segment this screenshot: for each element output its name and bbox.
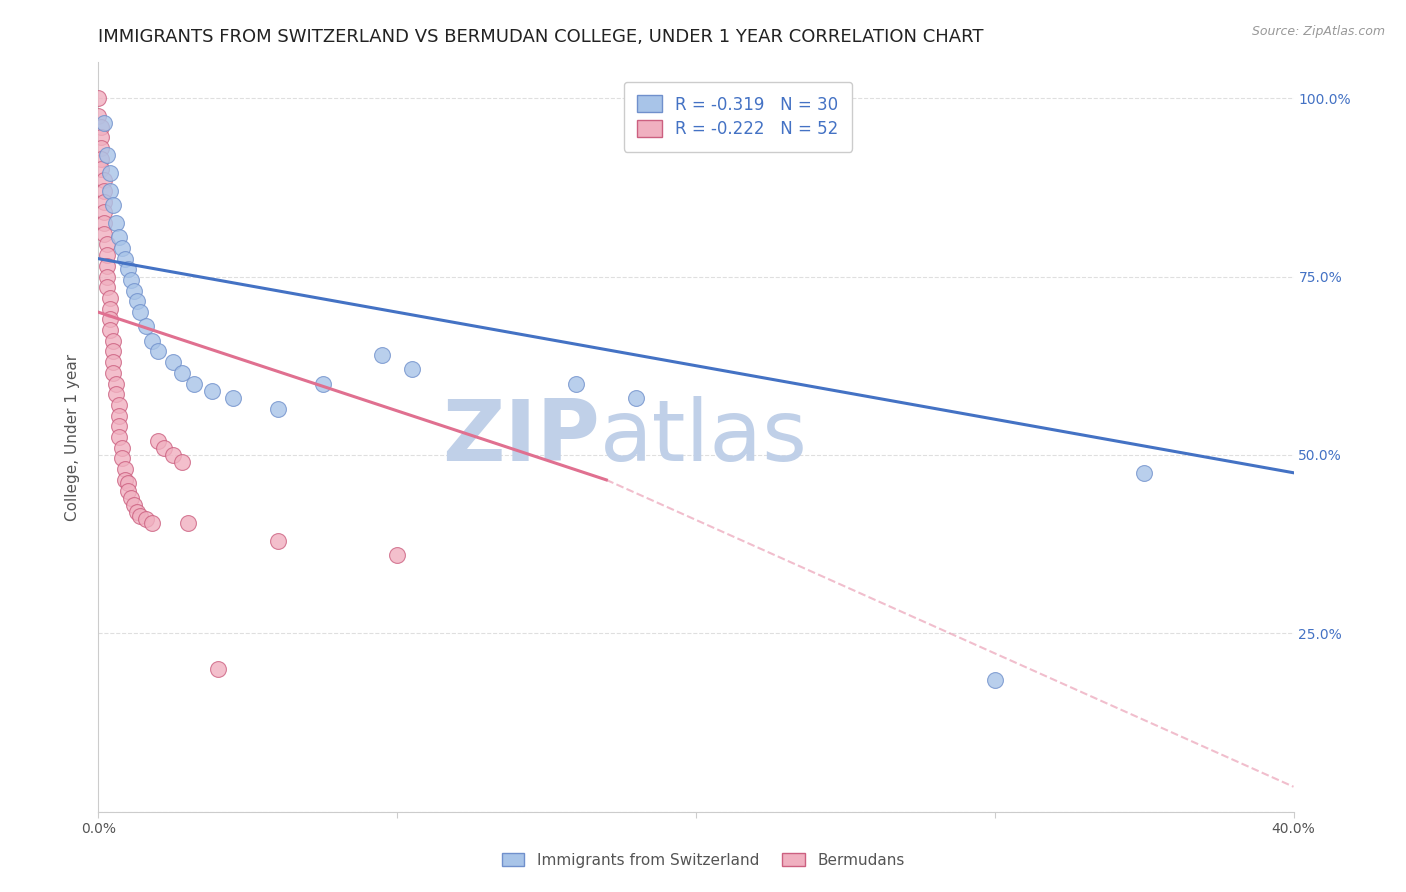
Legend: R = -0.319   N = 30, R = -0.222   N = 52: R = -0.319 N = 30, R = -0.222 N = 52: [624, 82, 852, 152]
Point: [401, 362, 423, 376]
Point: [98, 291, 122, 305]
Point: [103, 198, 125, 212]
Point: [141, 516, 163, 530]
Point: [96, 259, 118, 273]
Point: [129, 305, 152, 319]
Point: [103, 366, 125, 380]
Point: [93, 116, 115, 130]
Point: [135, 512, 157, 526]
Text: Source: ZipAtlas.com: Source: ZipAtlas.com: [1251, 25, 1385, 38]
Point: [148, 434, 170, 448]
Point: [135, 319, 157, 334]
Point: [103, 344, 125, 359]
Point: [98, 301, 122, 316]
Point: [108, 230, 131, 244]
Point: [1133, 466, 1156, 480]
Point: [98, 323, 122, 337]
Point: [267, 401, 290, 416]
Point: [96, 148, 118, 162]
Point: [267, 533, 290, 548]
Point: [98, 184, 122, 198]
Point: [114, 473, 136, 487]
Point: [984, 673, 1007, 687]
Point: [162, 448, 184, 462]
Point: [111, 451, 134, 466]
Point: [177, 516, 200, 530]
Point: [127, 505, 149, 519]
Point: [124, 284, 146, 298]
Point: [111, 241, 134, 255]
Point: [93, 205, 115, 219]
Point: [129, 508, 152, 523]
Text: IMMIGRANTS FROM SWITZERLAND VS BERMUDAN COLLEGE, UNDER 1 YEAR CORRELATION CHART: IMMIGRANTS FROM SWITZERLAND VS BERMUDAN …: [98, 28, 984, 45]
Point: [98, 312, 122, 326]
Point: [222, 391, 245, 405]
Point: [96, 237, 118, 252]
Point: [127, 294, 149, 309]
Point: [105, 216, 128, 230]
Point: [114, 252, 136, 266]
Legend: Immigrants from Switzerland, Bermudans: Immigrants from Switzerland, Bermudans: [494, 845, 912, 875]
Y-axis label: College, Under 1 year: College, Under 1 year: [65, 353, 80, 521]
Point: [172, 366, 194, 380]
Point: [141, 334, 163, 348]
Point: [105, 387, 128, 401]
Point: [103, 355, 125, 369]
Point: [117, 262, 139, 277]
Point: [90, 120, 112, 134]
Point: [93, 194, 115, 209]
Point: [371, 348, 394, 362]
Point: [90, 130, 112, 145]
Point: [105, 376, 128, 391]
Point: [117, 483, 139, 498]
Point: [96, 248, 118, 262]
Point: [111, 441, 134, 455]
Point: [93, 173, 115, 187]
Point: [93, 216, 115, 230]
Point: [108, 409, 131, 423]
Point: [98, 166, 122, 180]
Point: [201, 384, 224, 398]
Point: [311, 376, 333, 391]
Point: [114, 462, 136, 476]
Point: [162, 355, 184, 369]
Point: [385, 548, 409, 562]
Point: [103, 334, 125, 348]
Point: [153, 441, 176, 455]
Point: [90, 162, 112, 177]
Point: [87, 91, 110, 105]
Point: [120, 273, 142, 287]
Point: [565, 376, 588, 391]
Point: [148, 344, 170, 359]
Point: [90, 141, 112, 155]
Point: [626, 391, 648, 405]
Point: [108, 398, 131, 412]
Point: [207, 662, 229, 676]
Point: [120, 491, 142, 505]
Text: ZIP: ZIP: [443, 395, 600, 479]
Point: [96, 280, 118, 294]
Text: atlas: atlas: [600, 395, 808, 479]
Point: [90, 152, 112, 166]
Point: [108, 430, 131, 444]
Point: [183, 376, 205, 391]
Point: [117, 476, 139, 491]
Point: [172, 455, 194, 469]
Point: [96, 269, 118, 284]
Point: [124, 498, 146, 512]
Point: [93, 184, 115, 198]
Point: [87, 109, 110, 123]
Point: [93, 227, 115, 241]
Point: [108, 419, 131, 434]
